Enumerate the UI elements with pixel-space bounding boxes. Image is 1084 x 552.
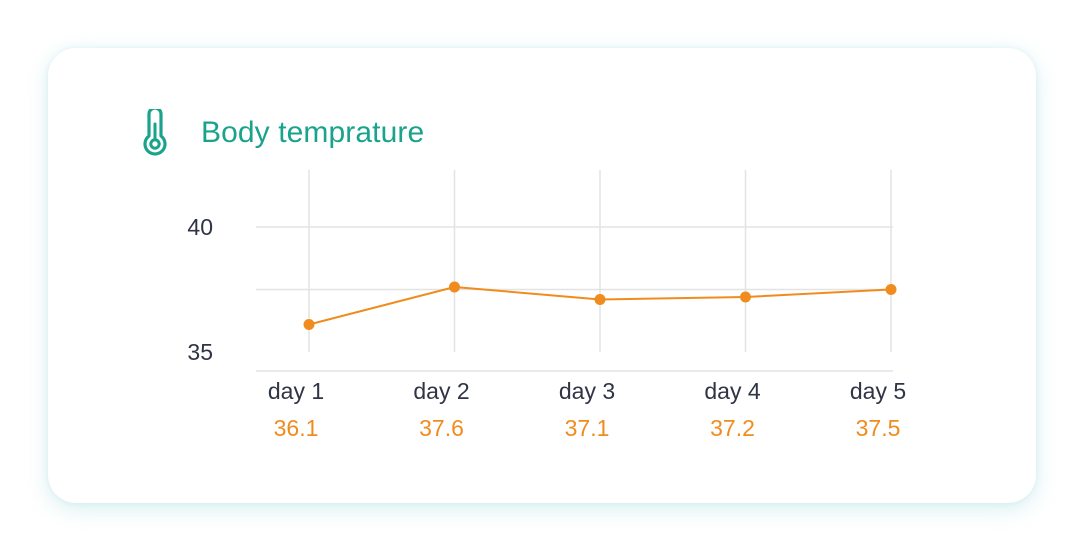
data-point: [449, 281, 460, 293]
data-label: 36.1: [274, 415, 319, 441]
data-point: [885, 284, 897, 295]
card-header: Body temprature: [140, 106, 425, 158]
data-label: 37.1: [565, 415, 610, 441]
x-tick-label: day 1: [268, 378, 324, 404]
data-label: 37.6: [419, 415, 464, 441]
x-tick-label: day 3: [559, 378, 615, 404]
x-tick-label: day 5: [850, 378, 906, 404]
thermometer-icon: [140, 106, 170, 157]
chart-title: Body temprature: [201, 116, 425, 149]
x-tick-label: day 2: [413, 378, 469, 404]
y-tick-label: 35: [187, 339, 213, 365]
data-point: [594, 294, 606, 305]
data-point: [740, 291, 751, 303]
temperature-card: [48, 48, 1036, 503]
data-label: 37.5: [856, 415, 901, 441]
y-tick-label: 40: [187, 214, 213, 240]
x-tick-label: day 4: [704, 378, 760, 404]
data-point: [303, 319, 315, 330]
data-label: 37.2: [710, 415, 755, 441]
